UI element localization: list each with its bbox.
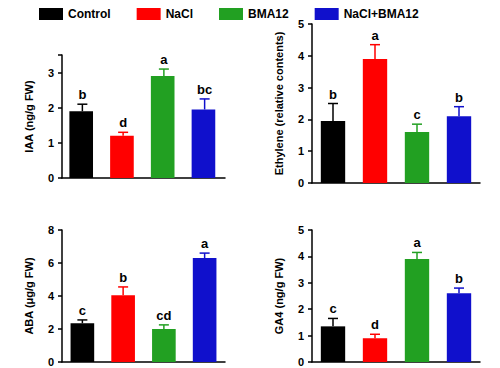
svg-text:b: b: [455, 90, 463, 105]
svg-text:1: 1: [48, 137, 54, 149]
svg-text:3: 3: [298, 82, 304, 94]
svg-text:d: d: [371, 317, 379, 332]
svg-text:6: 6: [48, 257, 54, 269]
svg-text:Ethylene (relative contents): Ethylene (relative contents): [273, 31, 285, 175]
svg-text:cd: cd: [156, 308, 171, 323]
svg-text:b: b: [455, 271, 463, 286]
svg-text:1: 1: [298, 145, 304, 157]
svg-text:0: 0: [298, 177, 304, 189]
svg-text:a: a: [413, 235, 421, 250]
svg-text:Control: Control: [68, 7, 111, 21]
svg-text:BMA12: BMA12: [248, 7, 289, 21]
svg-text:b: b: [78, 87, 86, 102]
svg-text:c: c: [79, 303, 86, 318]
svg-text:2: 2: [48, 323, 54, 335]
svg-text:NaCl: NaCl: [166, 7, 193, 21]
svg-text:b: b: [329, 87, 337, 102]
svg-text:c: c: [413, 107, 420, 122]
svg-text:2: 2: [298, 303, 304, 315]
svg-text:4: 4: [298, 250, 305, 262]
svg-text:4: 4: [298, 50, 305, 62]
svg-text:NaCl+BMA12: NaCl+BMA12: [344, 7, 419, 21]
svg-text:2: 2: [48, 102, 54, 114]
svg-text:IAA (ng/g FW): IAA (ng/g FW): [23, 80, 35, 153]
svg-text:5: 5: [298, 224, 304, 236]
svg-text:0: 0: [48, 356, 54, 368]
svg-text:0: 0: [48, 172, 54, 184]
svg-text:2: 2: [298, 113, 304, 125]
svg-text:1: 1: [298, 330, 304, 342]
svg-text:a: a: [371, 28, 379, 43]
svg-text:5: 5: [298, 18, 304, 30]
svg-text:c: c: [329, 301, 336, 316]
svg-text:d: d: [119, 115, 127, 130]
svg-text:3: 3: [48, 67, 54, 79]
svg-text:ABA (μg/g FW): ABA (μg/g FW): [23, 257, 35, 335]
svg-text:b: b: [119, 270, 127, 285]
svg-text:GA4 (ng/g FW): GA4 (ng/g FW): [273, 257, 285, 334]
svg-text:8: 8: [48, 224, 54, 236]
svg-text:a: a: [160, 52, 168, 67]
svg-text:4: 4: [48, 290, 55, 302]
svg-text:a: a: [201, 236, 209, 251]
svg-text:bc: bc: [197, 82, 212, 97]
svg-text:0: 0: [298, 356, 304, 368]
svg-text:3: 3: [298, 277, 304, 289]
